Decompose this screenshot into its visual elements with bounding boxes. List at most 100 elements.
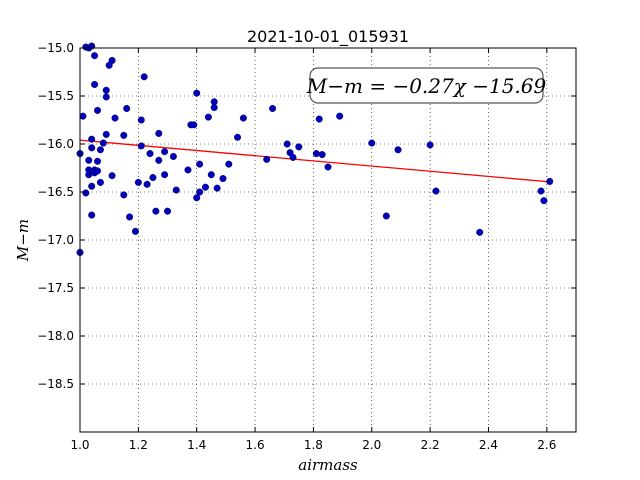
data-point	[161, 148, 169, 156]
data-point	[312, 150, 320, 158]
x-tick-label: 1.6	[246, 438, 265, 452]
data-point	[91, 52, 99, 60]
data-point	[134, 178, 142, 186]
data-point	[283, 140, 291, 148]
data-point	[164, 207, 172, 215]
y-tick-label: −15.5	[37, 89, 74, 103]
data-point	[96, 146, 104, 154]
data-point	[537, 187, 545, 195]
data-point	[137, 142, 145, 150]
data-point	[196, 188, 204, 196]
x-tick-label: 1.2	[129, 438, 148, 452]
data-point	[111, 114, 119, 122]
x-tick-label: 2.0	[362, 438, 381, 452]
y-tick-label: −17.0	[37, 233, 74, 247]
data-point	[426, 141, 434, 149]
data-point	[368, 139, 376, 147]
x-tick-label: 1.4	[187, 438, 206, 452]
data-point	[126, 213, 134, 221]
x-tick-label: 2.6	[537, 438, 556, 452]
data-point	[102, 130, 110, 138]
equation-box-frame	[309, 67, 544, 104]
data-point	[295, 143, 303, 151]
y-tick-label: −18.0	[37, 329, 74, 343]
data-point	[120, 191, 128, 199]
data-point	[102, 86, 110, 94]
data-point	[155, 129, 163, 137]
data-point	[108, 56, 116, 64]
data-point	[140, 73, 148, 81]
y-tick-label: −16.5	[37, 185, 74, 199]
data-point	[204, 113, 212, 121]
data-point	[318, 151, 326, 159]
data-point	[184, 166, 192, 174]
data-point	[155, 156, 163, 164]
data-point	[210, 104, 218, 112]
data-point	[94, 167, 102, 175]
data-point	[99, 139, 107, 147]
data-point	[102, 93, 110, 101]
data-point	[476, 228, 484, 236]
data-point	[79, 112, 87, 120]
x-axis-label: airmass	[298, 456, 358, 474]
data-point	[193, 194, 201, 202]
data-point	[432, 187, 440, 195]
data-point	[394, 146, 402, 154]
data-points	[76, 42, 554, 256]
data-point	[196, 160, 204, 168]
data-point	[193, 89, 201, 97]
data-point	[131, 227, 139, 235]
data-point	[88, 182, 96, 190]
x-tick-label: 1.8	[304, 438, 323, 452]
data-point	[239, 114, 247, 122]
data-point	[234, 133, 242, 141]
data-point	[82, 189, 90, 197]
data-point	[88, 211, 96, 219]
fit-equation: M−m = −0.27χ −15.69	[306, 74, 547, 98]
fit-line	[79, 139, 550, 183]
data-point	[219, 175, 227, 183]
data-point	[123, 104, 131, 112]
data-point	[146, 150, 154, 158]
data-point	[152, 207, 160, 215]
y-tick-label: −17.5	[37, 281, 74, 295]
x-tick-label: 2.4	[479, 438, 498, 452]
data-point	[324, 163, 332, 171]
data-point	[88, 144, 96, 152]
x-tick-label: 1.0	[70, 438, 89, 452]
y-tick-label: −18.5	[37, 377, 74, 391]
data-point	[94, 157, 102, 165]
data-point	[190, 121, 198, 129]
data-point	[88, 135, 96, 143]
data-point	[143, 180, 151, 188]
chart-title: 2021-10-01_015931	[247, 27, 409, 47]
data-point	[315, 115, 323, 123]
data-point	[289, 153, 297, 161]
data-point	[85, 156, 93, 164]
data-point	[96, 178, 104, 186]
grid	[79, 47, 576, 432]
data-point	[161, 171, 169, 179]
data-point	[85, 166, 93, 174]
data-point	[207, 171, 215, 179]
data-point	[91, 80, 99, 88]
fit-line-layer	[79, 139, 550, 183]
fit-equation-box: M−m = −0.27χ −15.69	[306, 67, 547, 104]
data-point	[108, 172, 116, 180]
data-point	[213, 184, 221, 192]
y-tick-label: −16.0	[37, 137, 74, 151]
data-point	[149, 174, 157, 182]
data-point	[225, 160, 233, 168]
data-point	[336, 112, 344, 120]
data-point	[169, 152, 177, 160]
data-point	[201, 183, 209, 191]
data-point	[546, 177, 554, 185]
x-tick-label: 2.2	[421, 438, 440, 452]
data-point	[172, 186, 180, 194]
data-point	[120, 131, 128, 139]
data-point	[540, 197, 548, 205]
data-point	[137, 116, 145, 124]
data-point	[269, 104, 277, 112]
data-point	[263, 155, 271, 163]
